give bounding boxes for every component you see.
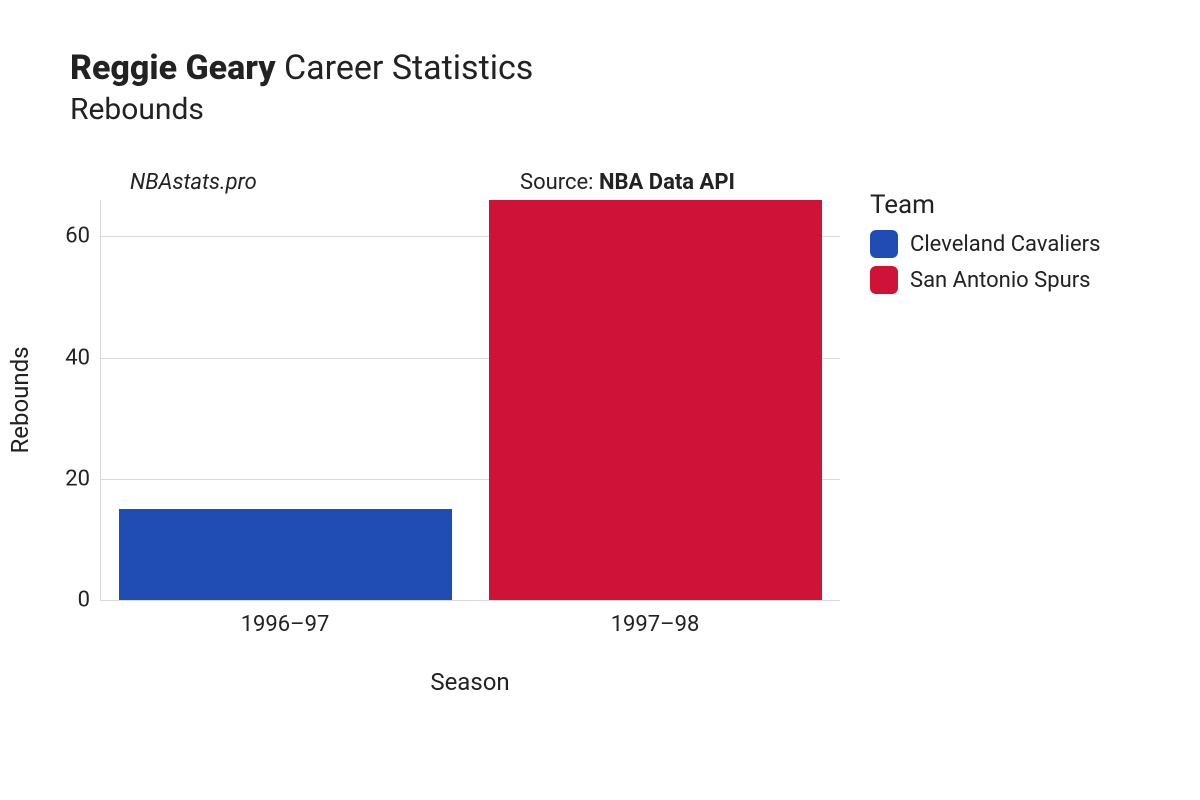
x-tick-label: 1997–98 — [611, 612, 700, 637]
y-tick-label: 40 — [30, 345, 90, 370]
source-prefix: Source: — [520, 170, 599, 195]
y-tick-label: 0 — [30, 588, 90, 613]
title-suffix: Career Statistics — [284, 48, 533, 88]
plot-area: 02040601996–971997–98 — [100, 200, 840, 600]
legend-swatch — [870, 266, 898, 294]
legend-item: Cleveland Cavaliers — [870, 230, 1100, 258]
player-name: Reggie Geary — [70, 48, 276, 88]
bar — [119, 509, 452, 600]
watermark-text: NBAstats.pro — [130, 170, 257, 195]
x-axis-label: Season — [430, 668, 509, 696]
legend-label: Cleveland Cavaliers — [910, 232, 1100, 257]
y-tick-label: 20 — [30, 466, 90, 491]
legend-swatch — [870, 230, 898, 258]
legend: Team Cleveland Cavaliers San Antonio Spur… — [870, 190, 1100, 302]
legend-item: San Antonio Spurs — [870, 266, 1100, 294]
source-text: Source: NBA Data API — [520, 170, 735, 195]
legend-title: Team — [870, 190, 1100, 220]
chart-title-block: Reggie Geary Career Statistics Rebounds — [70, 48, 533, 127]
chart-title: Reggie Geary Career Statistics — [70, 48, 533, 88]
legend-label: San Antonio Spurs — [910, 268, 1091, 293]
x-tick-label: 1996–97 — [241, 612, 330, 637]
bar — [489, 200, 822, 600]
y-tick-label: 60 — [30, 224, 90, 249]
chart-subtitle: Rebounds — [70, 92, 533, 127]
chart-container: Reggie Geary Career Statistics Rebounds … — [0, 0, 1200, 800]
source-name: NBA Data API — [599, 170, 735, 195]
legend-items: Cleveland Cavaliers San Antonio Spurs — [870, 230, 1100, 294]
x-axis-line — [100, 600, 840, 601]
y-axis-line — [100, 200, 101, 600]
